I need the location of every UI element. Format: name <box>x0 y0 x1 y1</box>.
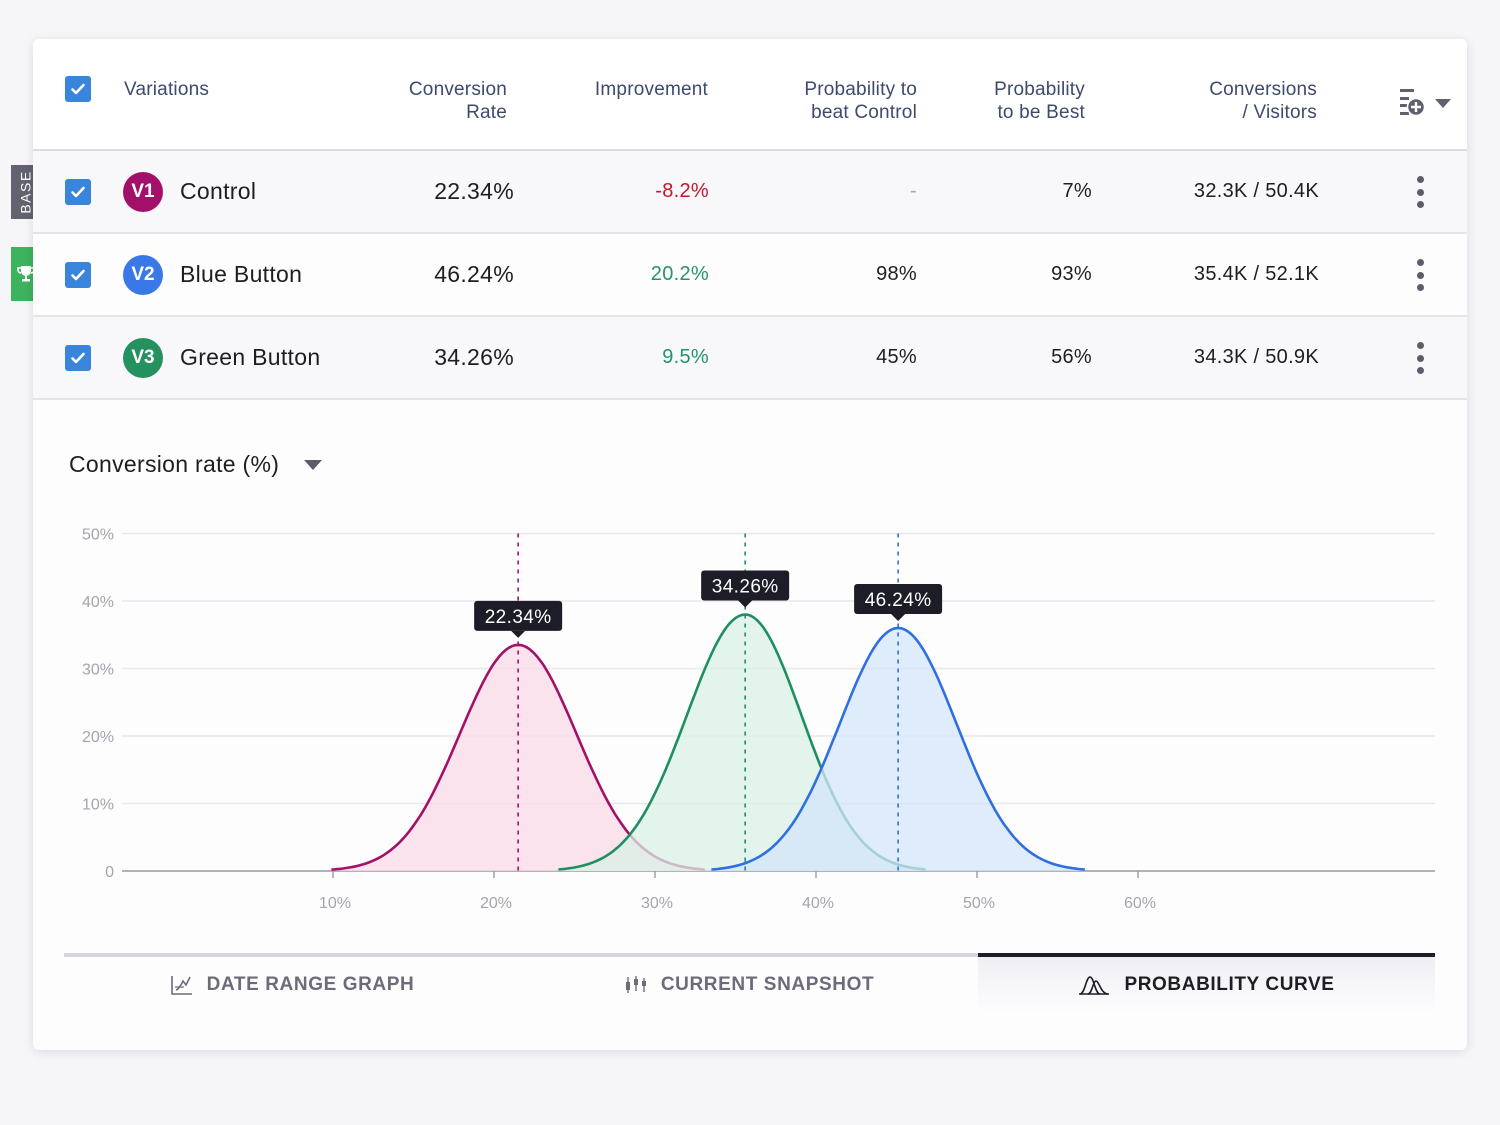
header-prob-beat-control[interactable]: Probability to beat Control <box>753 78 917 124</box>
curve-line-blue-button <box>711 626 1085 871</box>
x-tick-label: 10% <box>319 895 351 912</box>
peak-label-pointer <box>511 630 526 638</box>
prob-beat-control: 45% <box>876 346 917 368</box>
peak-label: 46.24% <box>865 590 932 611</box>
curve-fill-control <box>331 644 705 871</box>
view-tabs: DATE RANGE GRAPH CURRENT SNAPSHOT PROBAB… <box>64 953 1435 1013</box>
conversions-visitors: 34.3K / 50.9K <box>1193 346 1319 368</box>
conversion-rate: 46.24% <box>434 261 514 287</box>
tab-probability-curve[interactable]: PROBABILITY CURVE <box>978 953 1435 1013</box>
header-prob-best-line1: Probability <box>994 79 1085 100</box>
bell-curve-icon <box>1079 976 1110 995</box>
check-icon <box>71 269 85 281</box>
header-prob-best[interactable]: Probability to be Best <box>953 78 1085 124</box>
peak-label-pointer <box>738 600 753 608</box>
base-tag-label: BASE <box>18 170 35 214</box>
y-tick-label: 20% <box>82 729 114 746</box>
peak-label-pointer <box>891 614 906 621</box>
header-variations: Variations <box>124 79 210 100</box>
header-improvement[interactable]: Improvement <box>594 79 708 100</box>
conversions-visitors: 35.4K / 52.1K <box>1193 263 1319 285</box>
prob-best: 93% <box>1051 263 1092 285</box>
variation-name[interactable]: Control <box>180 178 257 204</box>
peak-label-box <box>701 570 790 601</box>
x-tick-label: 60% <box>1124 895 1156 912</box>
y-tick-label: 0 <box>105 864 114 881</box>
conversions-visitors: 32.3K / 50.4K <box>1193 180 1319 202</box>
box-plot-icon <box>625 976 646 993</box>
y-tick-label: 40% <box>82 594 114 611</box>
y-tick-label: 30% <box>82 662 114 679</box>
row-menu-button[interactable] <box>1416 259 1424 291</box>
prob-best: 56% <box>1051 346 1092 368</box>
chevron-down-icon <box>1435 99 1451 108</box>
improvement: 20.2% <box>650 263 709 285</box>
header-conversions-line2: / Visitors <box>1242 102 1317 123</box>
header-conversion-rate-line2: Rate <box>466 102 507 123</box>
metric-selector-label: Conversion rate (%) <box>69 451 280 477</box>
x-tick-label: 20% <box>480 895 512 912</box>
row-checkbox[interactable] <box>65 345 91 371</box>
improvement: -8.2% <box>655 180 709 202</box>
peak-label-box <box>474 600 563 631</box>
header-prob-beat-line1: Probability to <box>804 79 917 100</box>
y-tick-label: 10% <box>82 797 114 814</box>
peak-label: 34.26% <box>712 577 779 598</box>
add-column-icon <box>1400 89 1426 117</box>
tab-current-snapshot[interactable]: CURRENT SNAPSHOT <box>521 957 978 1013</box>
select-all-checkbox[interactable] <box>65 76 91 102</box>
x-tick-label: 40% <box>802 895 834 912</box>
variation-name[interactable]: Green Button <box>180 344 321 370</box>
x-tick-label: 50% <box>963 895 995 912</box>
chevron-down-icon[interactable] <box>304 460 322 470</box>
row-menu-button[interactable] <box>1416 176 1424 208</box>
header-conversions-visitors[interactable]: Conversions / Visitors <box>1163 78 1317 124</box>
variation-badge: V3 <box>123 338 163 378</box>
variation-name[interactable]: Blue Button <box>180 261 303 287</box>
row-menu-button[interactable] <box>1416 342 1424 374</box>
probability-curve-chart: 0 10% 20% 30% 40% 50% 10% 20% 30% 40% 50% 60% 22.34%… <box>82 527 1435 912</box>
peak-label-box <box>854 584 943 614</box>
prob-best: 7% <box>1062 180 1092 202</box>
header-prob-beat-line2: beat Control <box>811 102 917 123</box>
conversion-rate: 34.26% <box>434 344 514 370</box>
tab-track <box>64 953 978 957</box>
prob-beat-control: - <box>910 180 917 202</box>
y-tick-label: 50% <box>82 527 114 544</box>
conversion-rate: 22.34% <box>434 178 514 204</box>
row-checkbox[interactable] <box>65 179 91 205</box>
tab-label: PROBABILITY CURVE <box>1124 974 1335 995</box>
tab-label: DATE RANGE GRAPH <box>206 974 415 995</box>
table-row-control: V1 Control 22.34% -8.2% - 7% 32.3K / 50.… <box>33 151 1467 234</box>
header-prob-best-line2: to be Best <box>997 102 1085 123</box>
check-icon <box>71 186 85 198</box>
improvement: 9.5% <box>662 346 709 368</box>
variation-badge: V1 <box>123 172 163 212</box>
variation-badge: V2 <box>123 255 163 295</box>
check-icon <box>71 83 85 95</box>
tab-label: CURRENT SNAPSHOT <box>660 974 875 995</box>
line-graph-icon <box>170 976 192 995</box>
table-row-green-button: V3 Green Button 34.26% 9.5% 45% 56% 34.3… <box>33 317 1467 400</box>
metric-selector[interactable]: Conversion rate (%) <box>69 451 279 478</box>
prob-beat-control: 98% <box>876 263 917 285</box>
header-conversion-rate-line1: Conversion <box>408 79 507 100</box>
header-conversion-rate[interactable]: Conversion Rate <box>363 78 507 124</box>
table-header: Variations Conversion Rate Improvement P… <box>33 39 1467 151</box>
peak-label: 22.34% <box>485 607 552 628</box>
experiment-results-card: Variations Conversion Rate Improvement P… <box>33 39 1467 1050</box>
row-checkbox[interactable] <box>65 262 91 288</box>
header-conversions-line1: Conversions <box>1209 79 1317 100</box>
column-settings-button[interactable] <box>1397 88 1455 120</box>
table-row-blue-button: V2 Blue Button 46.24% 20.2% 98% 93% 35.4… <box>33 234 1467 317</box>
tab-date-range-graph[interactable]: DATE RANGE GRAPH <box>64 957 521 1013</box>
x-tick-label: 30% <box>641 895 673 912</box>
check-icon <box>71 352 85 364</box>
